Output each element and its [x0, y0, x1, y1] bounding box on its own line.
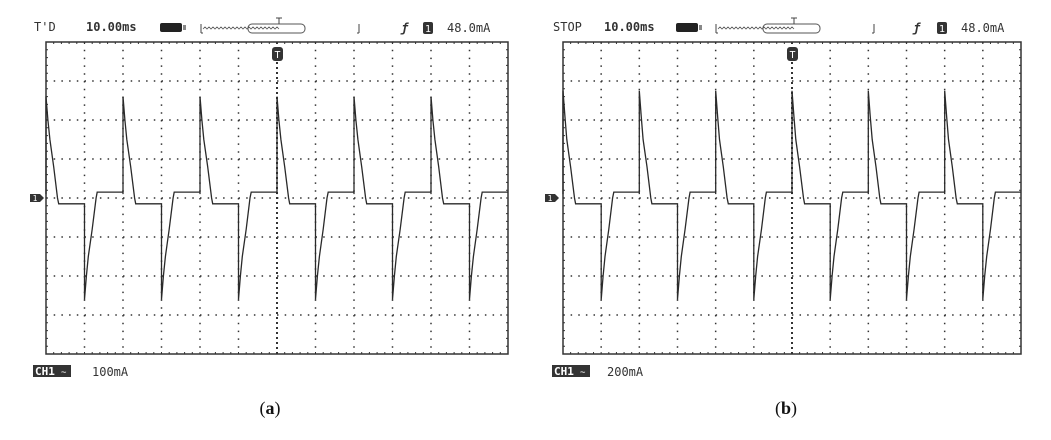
svg-text:T: T — [789, 50, 795, 61]
trigger-position-marker: T — [272, 47, 283, 61]
scope-panel-b: STOP 10.00ms ƒ 1 48.0mA T 1 CH1 — [545, 17, 1022, 419]
caption-a: (a) — [260, 398, 281, 419]
caption-b: (b) — [775, 398, 797, 419]
waveform-trace — [45, 96, 508, 300]
trigger-edge-icon: ƒ — [912, 21, 921, 35]
trigger-level-text: 48.0mA — [447, 21, 491, 35]
battery-icon — [160, 23, 186, 32]
svg-text:1: 1 — [33, 194, 38, 203]
battery-icon — [676, 23, 702, 32]
channel-badge: CH1 ~ — [33, 365, 71, 378]
svg-text:1: 1 — [939, 24, 945, 35]
scope-panel-a: T'D 10.00ms ƒ 1 48.0mA T 1 CH1 — [30, 17, 509, 419]
timebase-text: 10.00ms — [604, 20, 655, 34]
memory-position-bar — [715, 17, 875, 34]
trigger-source-badge: 1 — [937, 22, 947, 35]
channel-badge: CH1 ~ — [552, 365, 590, 378]
trigger-edge-icon: ƒ — [400, 21, 409, 35]
svg-text:CH1: CH1 — [554, 365, 574, 378]
status-text: STOP — [553, 20, 582, 34]
trigger-position-marker: T — [787, 47, 798, 61]
timebase-text: 10.00ms — [86, 20, 137, 34]
graticule — [562, 41, 1022, 355]
channel-ground-marker: 1 — [30, 194, 44, 203]
waveform-trace — [562, 90, 1021, 300]
vertical-scale-text: 200mA — [607, 365, 644, 379]
svg-text:T: T — [274, 50, 280, 61]
svg-text:~: ~ — [580, 368, 586, 378]
border-ticks — [45, 41, 509, 355]
trigger-level-text: 48.0mA — [961, 21, 1005, 35]
graticule — [45, 41, 509, 355]
svg-text:~: ~ — [61, 368, 67, 378]
vertical-scale-text: 100mA — [92, 365, 129, 379]
trigger-source-badge: 1 — [423, 22, 433, 35]
svg-text:1: 1 — [425, 24, 431, 35]
memory-position-bar — [200, 17, 360, 34]
status-text: T'D — [34, 20, 56, 34]
svg-text:1: 1 — [548, 194, 553, 203]
svg-text:CH1: CH1 — [35, 365, 55, 378]
channel-ground-marker: 1 — [545, 194, 559, 203]
